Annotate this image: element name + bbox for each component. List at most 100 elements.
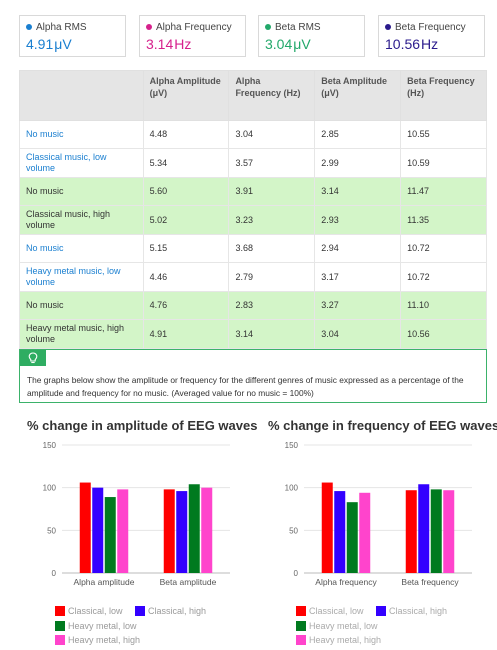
- legend-item[interactable]: Heavy metal, low: [296, 621, 378, 631]
- bar: [79, 482, 91, 573]
- table-row: No music 5.60 3.91 3.14 11.47: [19, 177, 487, 206]
- legend-label: Classical, low: [309, 606, 364, 616]
- y-tick-label: 150: [285, 441, 299, 450]
- legend-label: Heavy metal, low: [68, 621, 137, 631]
- table-cell-condition[interactable]: No music: [19, 234, 144, 263]
- table-row: No music 4.76 2.83 3.27 11.10: [19, 291, 487, 320]
- bar: [92, 487, 104, 573]
- table-cell-value: 10.56: [400, 319, 487, 349]
- legend-label: Heavy metal, low: [309, 621, 378, 631]
- table-cell-value: 2.94: [314, 234, 402, 263]
- table-header-row: Alpha Amplitude (μV) Alpha Frequency (Hz…: [19, 70, 487, 121]
- readout-label: Beta RMS: [275, 21, 321, 33]
- legend-swatch: [55, 635, 65, 645]
- bar: [405, 490, 417, 573]
- legend-swatch: [296, 606, 306, 616]
- table-header-beta-frequency: Beta Frequency (Hz): [400, 70, 487, 121]
- readout-alpha-rms: Alpha RMS 4.91μV: [19, 15, 126, 57]
- table-row: Heavy metal music, low volume 4.46 2.79 3.1…: [19, 262, 487, 292]
- table-cell-value: 11.10: [400, 291, 487, 320]
- legend-swatch: [296, 621, 306, 631]
- table-cell-value: 3.23: [228, 205, 316, 235]
- table-cell-value: 4.48: [142, 120, 230, 149]
- table-header-alpha-amplitude: Alpha Amplitude (μV): [142, 70, 230, 121]
- eeg-data-table: Alpha Amplitude (μV) Alpha Frequency (Hz…: [19, 70, 487, 349]
- table-cell-value: 10.72: [400, 262, 487, 292]
- readout-beta-frequency: Beta Frequency 10.56Hz: [378, 15, 485, 57]
- amplitude-chart-legend: Classical, low Classical, high Heavy metal…: [55, 606, 255, 650]
- readout-label: Alpha Frequency: [156, 21, 232, 33]
- table-cell-condition: No music: [19, 177, 144, 206]
- readouts-bar: Alpha RMS 4.91μV Alpha Frequency 3.14Hz …: [19, 15, 487, 59]
- table-cell-value: 10.59: [400, 148, 487, 178]
- table-cell-value: 2.79: [228, 262, 316, 292]
- table-cell-value: 5.60: [142, 177, 230, 206]
- table-cell-value: 4.91: [142, 319, 230, 349]
- table-cell-condition[interactable]: No music: [19, 120, 144, 149]
- y-tick-label: 100: [43, 484, 57, 493]
- readout-unit: Hz: [174, 36, 192, 52]
- bar: [443, 490, 455, 573]
- table-cell-value: 5.02: [142, 205, 230, 235]
- legend-item[interactable]: Classical, high: [135, 606, 206, 616]
- bar: [430, 489, 442, 573]
- readout-label: Alpha RMS: [36, 21, 87, 33]
- table-cell-value: 3.14: [314, 177, 402, 206]
- legend-item[interactable]: Heavy metal, high: [55, 635, 140, 645]
- frequency-bar-chart: 0 50 100 150 Alpha frequency Beta frequency: [285, 441, 472, 587]
- table-cell-condition[interactable]: Heavy metal music, low volume: [19, 262, 144, 292]
- alpha-frequency-dot-icon: [146, 24, 152, 30]
- table-header-alpha-frequency: Alpha Frequency (Hz): [228, 70, 316, 121]
- readout-unit: Hz: [421, 36, 439, 52]
- chart-title-amplitude: % change in amplitude of EEG waves: [27, 418, 258, 433]
- table-cell-value: 2.99: [314, 148, 402, 178]
- info-box: The graphs below show the amplitude or f…: [19, 349, 487, 403]
- x-tick-label: Beta frequency: [401, 577, 459, 587]
- legend-swatch: [55, 606, 65, 616]
- legend-swatch: [376, 606, 386, 616]
- legend-swatch: [296, 635, 306, 645]
- readout-value: 3.14: [146, 36, 174, 52]
- legend-item[interactable]: Classical, low: [55, 606, 123, 616]
- table-header-blank: [19, 70, 144, 121]
- y-tick-label: 50: [47, 526, 56, 535]
- legend-item[interactable]: Heavy metal, low: [55, 621, 137, 631]
- table-cell-value: 11.35: [400, 205, 487, 235]
- readout-value: 4.91: [26, 36, 54, 52]
- table-cell-value: 3.57: [228, 148, 316, 178]
- legend-label: Classical, high: [148, 606, 207, 616]
- bar: [346, 502, 358, 573]
- bar: [176, 491, 188, 573]
- legend-swatch: [55, 621, 65, 631]
- legend-label: Heavy metal, high: [309, 635, 382, 645]
- table-body: No music 4.48 3.04 2.85 10.55 Classical music…: [19, 120, 487, 349]
- legend-item[interactable]: Classical, high: [376, 606, 447, 616]
- readout-alpha-frequency: Alpha Frequency 3.14Hz: [139, 15, 246, 57]
- readout-value: 3.04: [265, 36, 293, 52]
- table-cell-value: 10.55: [400, 120, 487, 149]
- y-tick-label: 150: [43, 441, 57, 450]
- table-cell-value: 3.04: [314, 319, 402, 349]
- x-tick-label: Alpha frequency: [315, 577, 377, 587]
- bar: [201, 487, 213, 573]
- chart-title-frequency: % change in frequency of EEG waves: [268, 418, 497, 433]
- amplitude-bar-chart: 0 50 100 150 Alpha amplitude Beta amplitude: [43, 441, 230, 587]
- info-text: The graphs below show the amplitude or f…: [27, 375, 464, 398]
- bar: [359, 492, 371, 573]
- bar: [418, 484, 430, 573]
- table-cell-condition: Heavy metal music, high volume: [19, 319, 144, 349]
- y-tick-label: 0: [294, 569, 299, 578]
- frequency-chart-legend: Classical, low Classical, high Heavy metal…: [296, 606, 496, 650]
- table-cell-value: 10.72: [400, 234, 487, 263]
- table-row: Classical music, high volume 5.02 3.23 2.93…: [19, 205, 487, 235]
- table-cell-value: 5.15: [142, 234, 230, 263]
- table-cell-value: 4.46: [142, 262, 230, 292]
- table-cell-condition[interactable]: Classical music, low volume: [19, 148, 144, 178]
- bar: [163, 489, 175, 573]
- table-cell-value: 3.14: [228, 319, 316, 349]
- legend-label: Classical, high: [389, 606, 448, 616]
- legend-item[interactable]: Heavy metal, high: [296, 635, 381, 645]
- legend-swatch: [135, 606, 145, 616]
- legend-item[interactable]: Classical, low: [296, 606, 364, 616]
- readout-label: Beta Frequency: [395, 21, 466, 33]
